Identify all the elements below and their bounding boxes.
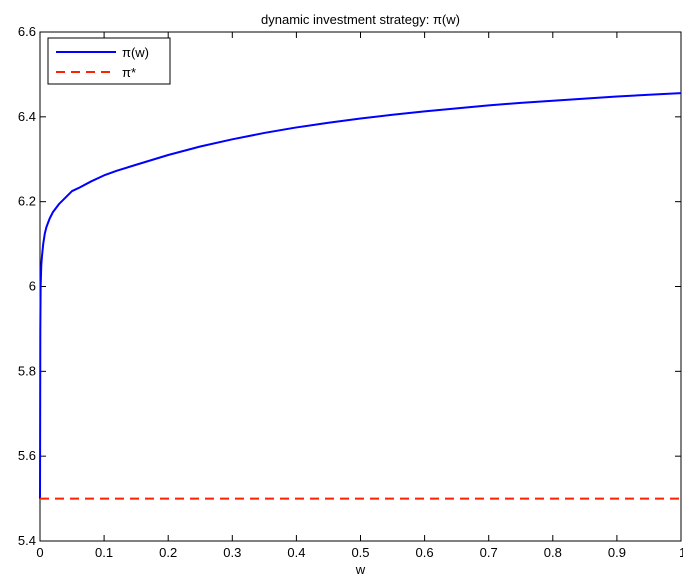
legend-box [47, 37, 171, 85]
x-axis-label: w [355, 562, 366, 576]
y-tick-label: 5.4 [18, 533, 36, 548]
x-tick-label: 0.6 [416, 545, 434, 560]
x-tick-label: 0.1 [95, 545, 113, 560]
y-tick-label: 5.8 [18, 363, 36, 378]
x-tick-label: 1 [679, 545, 683, 560]
x-tick-label: 0 [36, 545, 43, 560]
series-line-pi-w [39, 92, 682, 499]
plot-area: 0 0.1 0.2 0.3 0.4 0.5 0.6 0.7 0.8 0.9 1 5.4 5.6 5.8 6 6… [18, 24, 683, 560]
y-tick-label: 6.2 [18, 194, 36, 209]
x-tick-label: 0.8 [544, 545, 562, 560]
x-tick-label: 0.2 [159, 545, 177, 560]
x-tick-label: 0.3 [223, 545, 241, 560]
x-tick-label: 0.7 [480, 545, 498, 560]
y-tick-label: 6.4 [18, 109, 36, 124]
y-tick-label: 6.6 [18, 24, 36, 39]
x-tick-label: 0.5 [351, 545, 369, 560]
x-tick-label: 0.4 [287, 545, 305, 560]
y-tick-label: 5.6 [18, 448, 36, 463]
y-tick-label: 6 [29, 279, 36, 294]
x-tick-label: 0.9 [608, 545, 626, 560]
legend-label: π(w) [122, 45, 149, 60]
chart-title: dynamic investment strategy: π(w) [261, 12, 460, 27]
legend-label: π* [122, 65, 136, 80]
